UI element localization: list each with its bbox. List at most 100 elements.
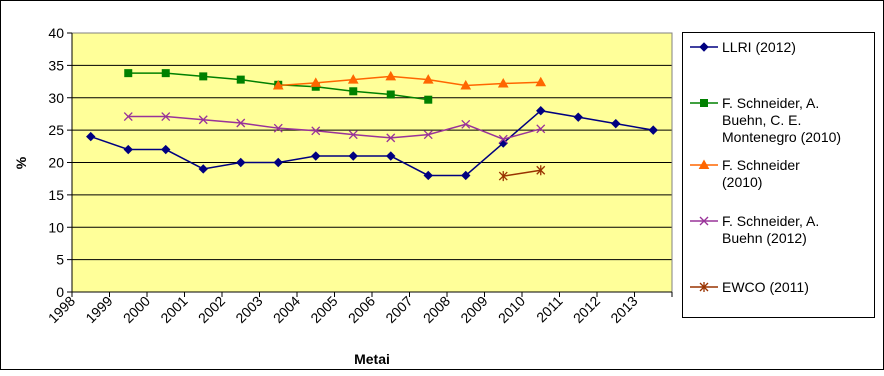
marker-stroke xyxy=(311,126,321,136)
legend-swatch-marker xyxy=(699,216,709,226)
data-point xyxy=(611,118,621,129)
y-tick-label: 0 xyxy=(56,284,64,300)
marker-stroke xyxy=(273,123,283,133)
data-point xyxy=(386,151,396,161)
data-point xyxy=(386,90,395,99)
data-point xyxy=(497,77,509,88)
data-point xyxy=(123,112,133,121)
data-point xyxy=(461,170,471,181)
legend-label: EWCO (2011) xyxy=(722,279,809,295)
data-point xyxy=(349,87,358,96)
data-point xyxy=(573,112,583,122)
data-point xyxy=(86,131,96,142)
data-point xyxy=(536,105,546,116)
series-line xyxy=(278,75,541,87)
x-axis-title: Metai xyxy=(354,351,390,367)
data-point xyxy=(310,77,322,87)
data-point xyxy=(348,130,358,140)
legend-entry-3: F. Schneider(2010) xyxy=(690,157,800,190)
data-point xyxy=(161,112,171,121)
legend-swatch-marker xyxy=(700,99,708,107)
legend-label: F. Schneider xyxy=(722,157,800,173)
marker-stroke xyxy=(498,134,508,144)
data-point xyxy=(498,171,508,182)
marker-stroke xyxy=(461,119,471,129)
legend-label: F. Schneider, A. xyxy=(722,213,819,229)
legend-label: Buehn (2012) xyxy=(722,230,807,246)
legend-label: Buehn, C. E. xyxy=(722,112,801,128)
data-point xyxy=(536,124,546,134)
data-point xyxy=(199,72,208,81)
data-point xyxy=(123,144,133,155)
marker-stroke xyxy=(123,112,133,121)
data-point xyxy=(424,95,433,104)
legend-entry-1: LLRI (2012) xyxy=(690,39,796,55)
data-point xyxy=(236,118,246,128)
data-point xyxy=(273,123,283,133)
y-tick-label: 20 xyxy=(48,155,64,171)
legend-label: Montenegro (2010) xyxy=(722,129,841,145)
marker-stroke xyxy=(699,216,709,226)
marker-stroke xyxy=(423,130,433,140)
data-point xyxy=(198,164,208,174)
y-axis-title: % xyxy=(13,156,29,169)
legend-entry-5: EWCO (2011) xyxy=(690,279,809,295)
marker-stroke xyxy=(386,133,396,143)
marker-stroke xyxy=(236,118,246,128)
data-point xyxy=(460,79,472,90)
series-line xyxy=(90,109,654,177)
legend-box xyxy=(682,32,875,318)
data-point xyxy=(198,115,208,125)
data-point xyxy=(536,165,546,176)
y-tick-label: 40 xyxy=(48,25,64,41)
data-point xyxy=(347,74,359,84)
data-point xyxy=(386,133,396,143)
legend-entry-4: F. Schneider, A.Buehn (2012) xyxy=(690,213,819,246)
series-5 xyxy=(498,165,546,182)
marker-stroke xyxy=(348,130,358,140)
legend-label: LLRI (2012) xyxy=(722,39,796,55)
data-point xyxy=(311,151,321,161)
y-tick-label: 30 xyxy=(48,90,64,106)
data-point xyxy=(236,157,246,168)
marker-stroke xyxy=(161,112,171,121)
marker-stroke xyxy=(536,124,546,134)
data-point xyxy=(161,144,171,155)
data-point xyxy=(648,125,658,135)
legend-swatch-marker xyxy=(699,282,709,292)
legend-entry-2: F. Schneider, A.Buehn, C. E.Montenegro (… xyxy=(690,95,841,145)
data-point xyxy=(535,76,547,87)
series xyxy=(86,69,658,182)
y-tick-label: 5 xyxy=(56,252,64,268)
data-point xyxy=(311,126,321,136)
data-point xyxy=(272,79,284,90)
y-tick-label: 10 xyxy=(48,219,64,235)
series-line xyxy=(503,169,541,177)
legend-swatch-marker xyxy=(698,159,710,169)
gridlines xyxy=(72,32,672,261)
y-tick-label: 15 xyxy=(48,187,64,203)
legend: LLRI (2012)F. Schneider, A.Buehn, C. E.M… xyxy=(682,32,875,318)
legend-label: F. Schneider, A. xyxy=(722,95,819,111)
data-point xyxy=(161,69,170,78)
series-line xyxy=(128,115,541,140)
data-point xyxy=(423,130,433,140)
legend-swatch-marker xyxy=(699,42,709,52)
y-tick-label: 35 xyxy=(48,57,64,73)
data-point xyxy=(124,69,133,78)
data-point xyxy=(498,134,508,144)
series-3 xyxy=(272,70,547,90)
data-point xyxy=(236,75,245,84)
y-tick-label: 25 xyxy=(48,122,64,138)
data-point xyxy=(422,74,434,84)
legend-label: (2010) xyxy=(722,174,762,190)
marker-stroke xyxy=(198,115,208,125)
data-point xyxy=(273,157,283,168)
data-point xyxy=(461,119,471,129)
data-point xyxy=(385,70,397,81)
data-point xyxy=(423,170,433,181)
data-point xyxy=(348,151,358,161)
series-4 xyxy=(123,112,546,144)
